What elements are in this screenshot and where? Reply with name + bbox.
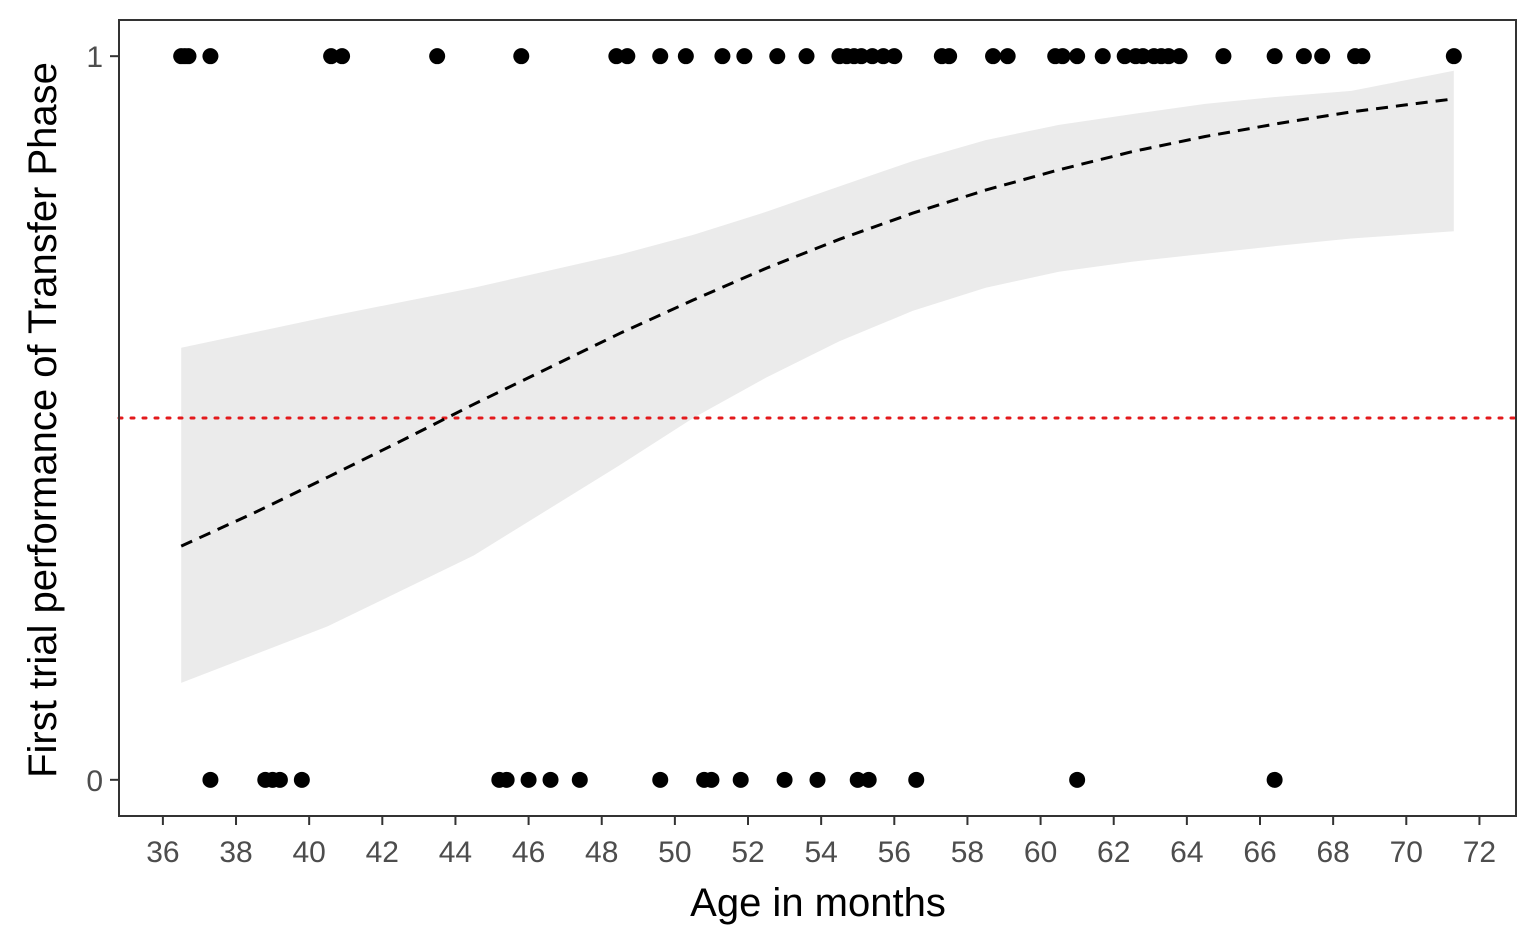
data-point-outcome-0 (271, 771, 288, 788)
data-point-outcome-1 (1116, 48, 1133, 65)
x-tick-label: 58 (951, 836, 984, 869)
data-point-outcome-1 (736, 48, 753, 65)
x-tick-label: 56 (878, 836, 911, 869)
data-point-outcome-1 (513, 48, 530, 65)
data-point-outcome-1 (1314, 48, 1331, 65)
data-point-outcome-0 (1266, 771, 1283, 788)
fit-curve (180, 97, 1454, 548)
x-tick-label: 36 (146, 836, 179, 869)
x-tick-label: 72 (1463, 836, 1496, 869)
data-point-outcome-1 (1171, 48, 1188, 65)
x-tick-label: 66 (1243, 836, 1276, 869)
data-point-outcome-1 (1295, 48, 1312, 65)
x-tick-label: 44 (439, 836, 472, 869)
panel-frame-layer (118, 19, 1517, 817)
data-point-outcome-1 (1445, 48, 1462, 65)
data-point-outcome-0 (860, 771, 877, 788)
x-tick-label: 46 (512, 836, 545, 869)
x-tick-label: 60 (1024, 836, 1057, 869)
x-tick-label: 52 (731, 836, 764, 869)
x-tick-label: 48 (585, 836, 618, 869)
data-point-outcome-0 (809, 771, 826, 788)
data-point-outcome-1 (886, 48, 903, 65)
data-point-outcome-1 (985, 48, 1002, 65)
x-tick-label: 64 (1170, 836, 1203, 869)
x-axis: 36 38 40 42 44 46 48 50 52 54 56 58 60 62 64 66 68 70 72 (146, 816, 1496, 869)
data-point-outcome-1 (875, 48, 892, 65)
confidence-band (181, 70, 1454, 683)
x-tick-label: 70 (1390, 836, 1423, 869)
x-tick-label: 62 (1097, 836, 1130, 869)
data-point-outcome-0 (542, 771, 559, 788)
x-tick-label: 54 (804, 836, 837, 869)
x-tick-label: 42 (366, 836, 399, 869)
data-point-outcome-1 (864, 48, 881, 65)
confidence-band-layer (181, 70, 1454, 683)
x-tick-label: 38 (219, 836, 252, 869)
data-point-outcome-1 (1215, 48, 1232, 65)
x-axis-title: Age in months (690, 881, 946, 925)
data-point-outcome-1 (798, 48, 815, 65)
data-point-outcome-1 (714, 48, 731, 65)
data-point-outcome-1 (769, 48, 786, 65)
fit-curve-layer (180, 97, 1454, 548)
data-points-layer (173, 48, 1462, 788)
data-point-outcome-0 (202, 771, 219, 788)
data-point-outcome-1 (1069, 48, 1086, 65)
y-tick-label: 1 (86, 41, 103, 74)
data-point-outcome-0 (908, 771, 925, 788)
data-point-outcome-0 (293, 771, 310, 788)
data-point-outcome-1 (1054, 48, 1071, 65)
data-point-outcome-1 (323, 48, 340, 65)
data-point-outcome-1 (202, 48, 219, 65)
data-point-outcome-0 (776, 771, 793, 788)
data-point-outcome-1 (619, 48, 636, 65)
y-axis: 01 (86, 41, 119, 798)
x-tick-label: 50 (658, 836, 691, 869)
data-point-outcome-1 (999, 48, 1016, 65)
y-axis-title: First trial performance of Transfer Phas… (21, 62, 65, 778)
data-point-outcome-1 (1354, 48, 1371, 65)
data-point-outcome-1 (1160, 48, 1177, 65)
data-point-outcome-0 (732, 771, 749, 788)
data-point-outcome-1 (180, 48, 197, 65)
data-point-outcome-1 (429, 48, 446, 65)
data-point-outcome-1 (1266, 48, 1283, 65)
data-point-outcome-1 (608, 48, 625, 65)
data-point-outcome-1 (941, 48, 958, 65)
data-point-outcome-0 (571, 771, 588, 788)
data-point-outcome-0 (498, 771, 515, 788)
y-tick-label: 0 (86, 765, 103, 798)
x-tick-label: 40 (292, 836, 325, 869)
data-point-outcome-1 (334, 48, 351, 65)
data-point-outcome-1 (652, 48, 669, 65)
data-point-outcome-1 (677, 48, 694, 65)
data-point-outcome-0 (1069, 771, 1086, 788)
data-point-outcome-1 (853, 48, 870, 65)
data-point-outcome-0 (703, 771, 720, 788)
panel-border (118, 19, 1517, 817)
data-point-outcome-0 (520, 771, 537, 788)
data-point-outcome-1 (1094, 48, 1111, 65)
data-point-outcome-1 (1134, 48, 1151, 65)
data-point-outcome-0 (652, 771, 669, 788)
data-point-outcome-0 (849, 771, 866, 788)
x-tick-label: 68 (1316, 836, 1349, 869)
